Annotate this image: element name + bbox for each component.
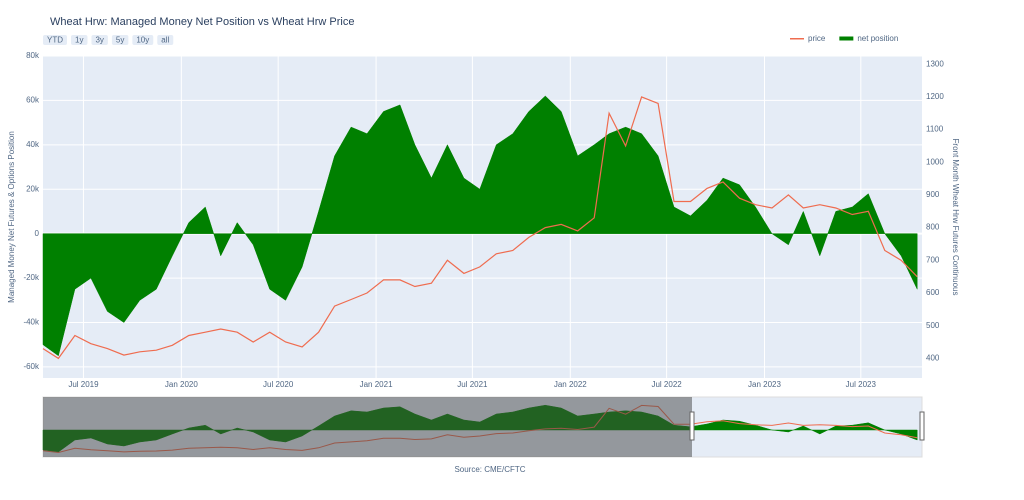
range-button-label[interactable]: all xyxy=(161,36,169,45)
range-button-label[interactable]: 1y xyxy=(75,36,83,45)
chart-title: Wheat Hrw: Managed Money Net Position vs… xyxy=(50,16,354,28)
range-button-label[interactable]: 3y xyxy=(95,36,103,45)
y-tick-label: -40k xyxy=(23,318,40,327)
y-tick-label: 80k xyxy=(26,51,40,60)
y2-tick-label: 500 xyxy=(926,321,940,330)
x-tick-label: Jul 2021 xyxy=(457,380,488,389)
x-tick-label: Jul 2020 xyxy=(263,380,294,389)
y2-tick-label: 800 xyxy=(926,223,940,232)
line xyxy=(42,96,918,360)
marks xyxy=(42,95,918,360)
y-tick-label: 20k xyxy=(26,184,40,193)
legend-swatch xyxy=(790,38,804,40)
y2-tick-label: 900 xyxy=(926,190,940,199)
range-button-label[interactable]: 10y xyxy=(136,36,149,45)
y2-tick-label: 1000 xyxy=(926,157,944,166)
y2-tick-label: 600 xyxy=(926,288,940,297)
y-tick-label: -20k xyxy=(23,273,40,282)
x-tick-label: Jan 2021 xyxy=(360,380,393,389)
x-tick-label: Jul 2019 xyxy=(68,380,99,389)
y2-tick-label: 700 xyxy=(926,255,940,264)
slider-handle[interactable] xyxy=(919,411,925,441)
source: Source: CME/CFTC xyxy=(454,465,525,474)
y-axis-title: Managed Money Net Futures & Options Posi… xyxy=(7,131,16,303)
range-button[interactable] xyxy=(157,35,174,45)
legend-label[interactable]: price xyxy=(808,34,826,43)
range-button-label[interactable]: 5y xyxy=(116,36,124,45)
slider-handle[interactable] xyxy=(689,411,695,441)
range-button-label[interactable]: YTD xyxy=(47,36,63,45)
x-tick-label: Jan 2020 xyxy=(165,380,198,389)
x-tick-label: Jul 2023 xyxy=(846,380,877,389)
range-button[interactable] xyxy=(91,35,108,45)
x-tick-label: Jan 2023 xyxy=(748,380,781,389)
y-tick-label: 60k xyxy=(26,96,40,105)
slider-mask xyxy=(43,397,692,457)
range-button[interactable] xyxy=(111,35,129,45)
y2-tick-label: 400 xyxy=(926,353,940,362)
legend-label[interactable]: net position xyxy=(857,34,898,43)
x-tick-label: Jul 2022 xyxy=(651,380,682,389)
y-tick-label: 40k xyxy=(26,140,40,149)
legend-swatch xyxy=(839,36,854,41)
y-tick-label: -60k xyxy=(23,362,40,371)
y-tick-label: 0 xyxy=(35,229,40,238)
y2-tick-label: 1300 xyxy=(926,59,944,68)
y2-axis-title: Front Month Wheat Hrw Futures Continuous xyxy=(951,139,960,296)
range-button[interactable] xyxy=(43,35,67,45)
range-button[interactable] xyxy=(71,35,88,45)
range-button[interactable] xyxy=(132,35,154,45)
area xyxy=(42,95,918,357)
y2-tick-label: 1100 xyxy=(926,125,944,134)
controls: price net position YTD 1y 3y 5y 10y all xyxy=(43,34,898,45)
y2-tick-label: 1200 xyxy=(926,92,944,101)
x-tick-label: Jan 2022 xyxy=(554,380,587,389)
